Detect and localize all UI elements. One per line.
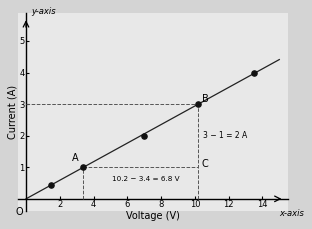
Point bbox=[49, 183, 54, 187]
Text: B: B bbox=[202, 94, 208, 104]
Point bbox=[196, 102, 201, 106]
Text: C: C bbox=[202, 159, 208, 169]
Text: 3 − 1 = 2 A: 3 − 1 = 2 A bbox=[203, 131, 247, 140]
Text: x-axis: x-axis bbox=[279, 209, 304, 218]
Text: y-axis: y-axis bbox=[31, 7, 56, 16]
Text: A: A bbox=[72, 153, 78, 163]
X-axis label: Voltage (V): Voltage (V) bbox=[126, 211, 180, 221]
Text: O: O bbox=[15, 207, 23, 217]
Point bbox=[81, 165, 86, 169]
Y-axis label: Current (A): Current (A) bbox=[8, 85, 18, 139]
Text: 10.2 − 3.4 = 6.8 V: 10.2 − 3.4 = 6.8 V bbox=[112, 176, 180, 182]
Point bbox=[251, 71, 256, 74]
Point bbox=[142, 134, 147, 138]
